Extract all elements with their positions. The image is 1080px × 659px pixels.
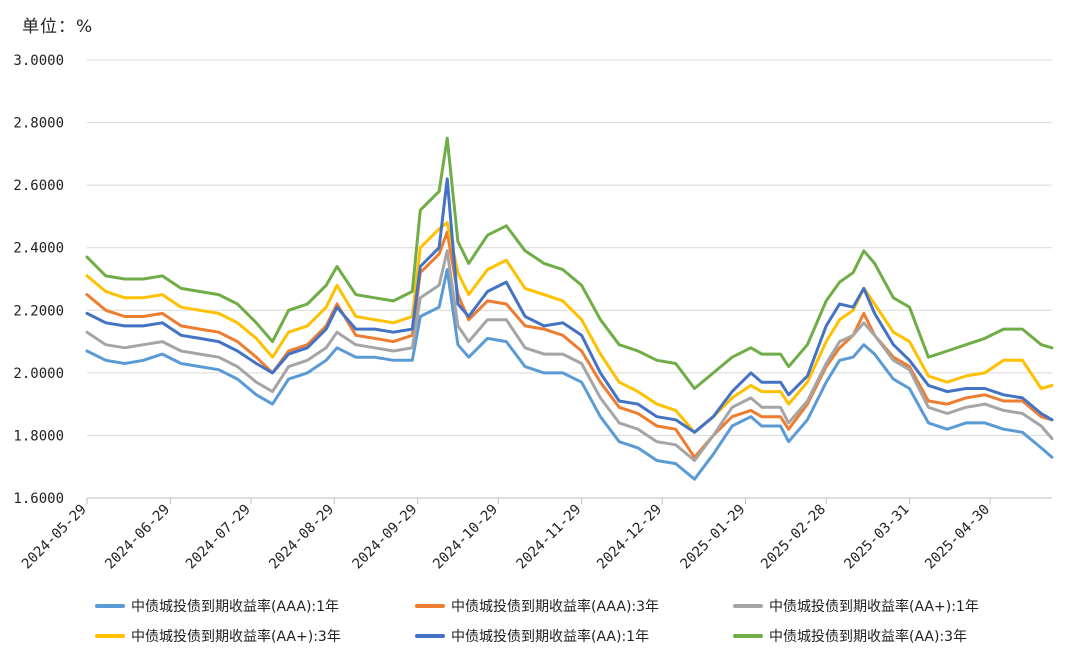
y-tick-label: 1.6000 [13, 491, 64, 507]
axes: 1.6000 1.8000 2.0000 2.2000 2.4000 2.6000 2.80… [13, 53, 1052, 572]
legend-item: 中债城投债到期收益率(AAA):3年 [415, 596, 659, 616]
legend-item: 中债城投债到期收益率(AAA):1年 [95, 596, 339, 616]
series-line-6 [85, 136, 1054, 390]
y-tick-label: 2.2000 [13, 303, 64, 319]
legend-item: 中债城投债到期收益率(AA):1年 [415, 626, 649, 646]
legend-item: 中债城投债到期收益率(AA):3年 [733, 626, 967, 646]
unit-label: 单位：% [22, 17, 94, 37]
y-tick-label: 1.8000 [13, 428, 64, 444]
legend-swatch [733, 634, 763, 638]
legend-swatch [733, 604, 763, 608]
legend-swatch [95, 604, 125, 608]
x-tick-label: 2024-08-29 [266, 502, 337, 573]
x-tick-label: 2024-12-29 [594, 502, 665, 573]
x-tick-label: 2025-01-29 [677, 502, 748, 573]
series-line-3 [85, 249, 1054, 462]
legend-swatch [415, 634, 445, 638]
legend-swatch [415, 604, 445, 608]
x-tick-label: 2024-09-29 [350, 502, 421, 573]
line-chart: 1.6000 1.8000 2.0000 2.2000 2.4000 2.6000 2.80… [13, 53, 1054, 572]
x-tick-label: 2024-05-29 [19, 502, 90, 573]
x-tick-label: 2025-03-31 [841, 502, 912, 573]
grid-lines [87, 59, 1052, 436]
x-tick-label: 2025-04-30 [922, 502, 993, 573]
legend-item: 中债城投债到期收益率(AA+):3年 [95, 626, 341, 646]
legend-label: 中债城投债到期收益率(AA):3年 [769, 629, 968, 645]
series-line-1 [85, 268, 1054, 481]
x-tick-label: 2024-10-29 [430, 502, 501, 573]
series-lines [85, 136, 1054, 481]
legend-label: 中债城投债到期收益率(AAA):1年 [131, 599, 340, 615]
series-line-4 [85, 221, 1054, 434]
x-tick-label: 2024-07-29 [183, 502, 254, 573]
y-tick-label: 2.8000 [13, 116, 64, 132]
legend-label: 中债城投债到期收益率(AA+):1年 [769, 599, 979, 615]
x-tick-label: 2024-11-29 [514, 502, 585, 573]
y-tick-label: 2.0000 [13, 366, 64, 382]
legend-item: 中债城投债到期收益率(AA+):1年 [733, 596, 979, 616]
legend-label: 中债城投债到期收益率(AA):1年 [451, 629, 650, 645]
legend-label: 中债城投债到期收益率(AA+):3年 [131, 629, 341, 645]
x-tick-label: 2025-02-28 [758, 502, 829, 573]
legend-label: 中债城投债到期收益率(AAA):3年 [451, 599, 660, 615]
y-tick-label: 2.4000 [13, 241, 64, 257]
legend-swatch [95, 634, 125, 638]
y-tick-label: 2.6000 [13, 178, 64, 194]
y-tick-label: 3.0000 [13, 53, 64, 69]
x-tick-label: 2024-06-29 [102, 502, 173, 573]
series-line-2 [85, 230, 1054, 459]
series-line-5 [85, 177, 1054, 434]
